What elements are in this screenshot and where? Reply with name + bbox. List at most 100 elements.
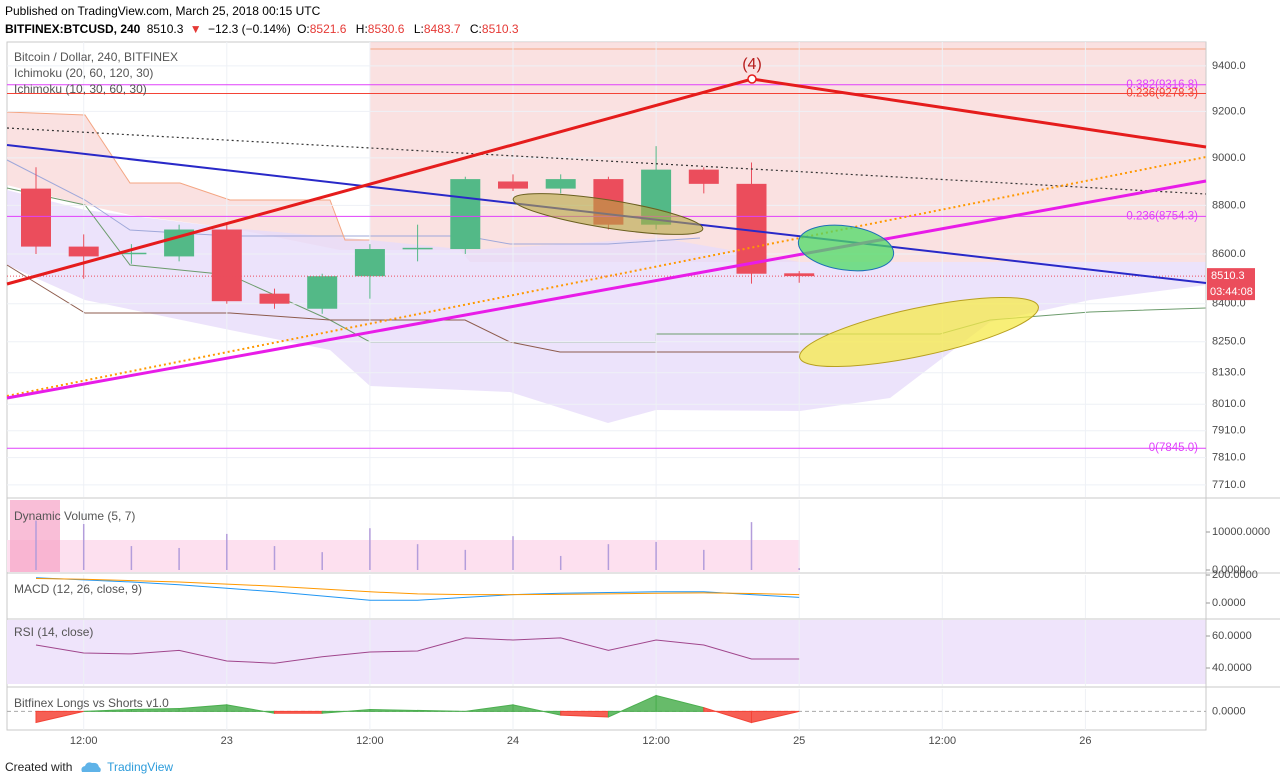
trend-line (6, 179, 1207, 400)
longs-shorts-area (274, 710, 323, 714)
y-tick-label: 40.0000 (1212, 662, 1252, 674)
ohlc: H:8530.6 (356, 22, 408, 36)
longs-shorts-area (417, 709, 466, 712)
y-tick-label: 7710.0 (1212, 479, 1246, 491)
candle-body (688, 169, 719, 184)
ichimoku-cloud (7, 190, 1206, 423)
ohlc: C:8510.3 (470, 22, 522, 36)
x-tick-label: 26 (1079, 735, 1091, 747)
rsi-band (7, 620, 1206, 684)
x-tick-label: 12:00 (642, 735, 670, 747)
y-tick-label: 7810.0 (1212, 452, 1246, 464)
candle-body (307, 276, 338, 309)
fib-label: 0.236(8754.3) (1126, 210, 1198, 222)
candle-body (211, 229, 242, 302)
change: −12.3 (−0.14%) (207, 22, 291, 36)
drawings-layer: (4) Bitcoin / Dollar, 240, BITFINEX Ichi… (6, 50, 1207, 710)
ohlc-label: O: (297, 22, 310, 36)
candle-body (21, 188, 51, 247)
pane-title: MACD (12, 26, close, 9) (14, 582, 142, 596)
pane-title: Dynamic Volume (5, 7) (14, 509, 135, 523)
last-price: 8510.3 (146, 22, 184, 36)
y-tick-label: 0.0000 (1212, 705, 1246, 717)
fib-label: 0.236(9278.3) (1126, 88, 1198, 100)
ichimoku-cloud (7, 42, 1206, 262)
trend-line (6, 127, 1207, 195)
series-line (35, 637, 800, 664)
series-line (35, 577, 800, 601)
wave-label: (4) (742, 56, 762, 73)
candle-body (354, 249, 385, 277)
cloud-line (6, 159, 701, 245)
y-tick-label: 8600.0 (1212, 248, 1246, 260)
volume-area (7, 540, 800, 572)
fib-label: 0(7845.0) (1149, 442, 1198, 454)
ohlc: L:8483.7 (414, 22, 464, 36)
ohlc-value: 8510.3 (481, 22, 519, 36)
highlight-ellipse (799, 296, 1039, 368)
symbol-line: BITFINEX:BTCUSD, 240 8510.3 ▼ −12.3 (−0.… (5, 22, 525, 36)
x-tick-label: 23 (221, 735, 233, 747)
candle-body (259, 293, 290, 304)
y-tick-label: 8250.0 (1212, 336, 1246, 348)
y-tick-label: 200.0000 (1212, 569, 1258, 581)
trend-line (6, 156, 1207, 397)
ohlc-label: H: (355, 22, 368, 36)
candle-body (402, 247, 433, 250)
ohlc-label: L: (413, 22, 424, 36)
ohlc-value: 8521.6 (309, 22, 347, 36)
background-layer (6, 41, 1280, 731)
y-tick-label: 60.0000 (1212, 630, 1252, 642)
candle-body (450, 179, 481, 250)
longs-shorts-area (751, 710, 800, 724)
y-tick-label: 7910.0 (1212, 425, 1246, 437)
brand: TradingView (107, 760, 174, 774)
wave-point (747, 74, 757, 84)
published-note: Published on TradingView.com, March 25, … (5, 4, 321, 18)
y-tick-label: 8400.0 (1212, 298, 1246, 310)
pane-title: Bitcoin / Dollar, 240, BITFINEX (14, 50, 178, 64)
price-tag (1207, 268, 1255, 301)
cloud-line (6, 111, 370, 241)
candle-body (545, 179, 576, 189)
price-tag-label: 8510.3 (1211, 270, 1245, 282)
fib-label: 0.382(9316.8) (1126, 79, 1198, 91)
y-tick-label: 8010.0 (1212, 398, 1246, 410)
indicator-title: Ichimoku (20, 60, 120, 30) (14, 66, 153, 80)
indicator-title: Ichimoku (10, 30, 60, 30) (14, 82, 147, 96)
highlight-ellipse (797, 224, 895, 272)
y-tick-label: 0.0000 (1212, 597, 1246, 609)
series-line (35, 578, 800, 596)
highlight-ellipse (512, 193, 704, 235)
y-tick-label: 9200.0 (1212, 105, 1246, 117)
pane-title: Bitfinex Longs vs Shorts v1.0 (14, 696, 169, 710)
y-tick-label: 9000.0 (1212, 152, 1246, 164)
x-tick-label: 12:00 (70, 735, 98, 747)
header: Published on TradingView.com, March 25, … (0, 0, 1280, 40)
change-arrow: ▼ (189, 22, 202, 36)
y-tick-label: 10000.0000 (1212, 526, 1270, 538)
logo-icon (81, 762, 101, 772)
ohlc: O:8521.6 (297, 22, 349, 36)
x-tick-label: 25 (793, 735, 805, 747)
y-tick-label: 8130.0 (1212, 367, 1246, 379)
longs-shorts-area (35, 710, 84, 724)
y-tick-label: 8800.0 (1212, 199, 1246, 211)
pane-title: RSI (14, close) (14, 625, 93, 639)
ohlc-value: 8530.6 (367, 22, 405, 36)
footer: Created with TradingView (5, 759, 173, 774)
ohlc-label: C: (469, 22, 482, 36)
x-tick-label: 12:00 (929, 735, 957, 747)
x-tick-label: 24 (507, 735, 519, 747)
candle-body (116, 252, 147, 255)
candle-body (68, 246, 99, 257)
y-tick-label: 0.0000 (1212, 564, 1246, 576)
ohlc-value: 8483.7 (423, 22, 461, 36)
x-tick-label: 12:00 (356, 735, 384, 747)
volume-highlight (10, 500, 60, 572)
candle-body (784, 273, 815, 277)
countdown: 03:44:08 (1210, 286, 1253, 298)
symbol: BITFINEX:BTCUSD, 240 (5, 22, 141, 36)
